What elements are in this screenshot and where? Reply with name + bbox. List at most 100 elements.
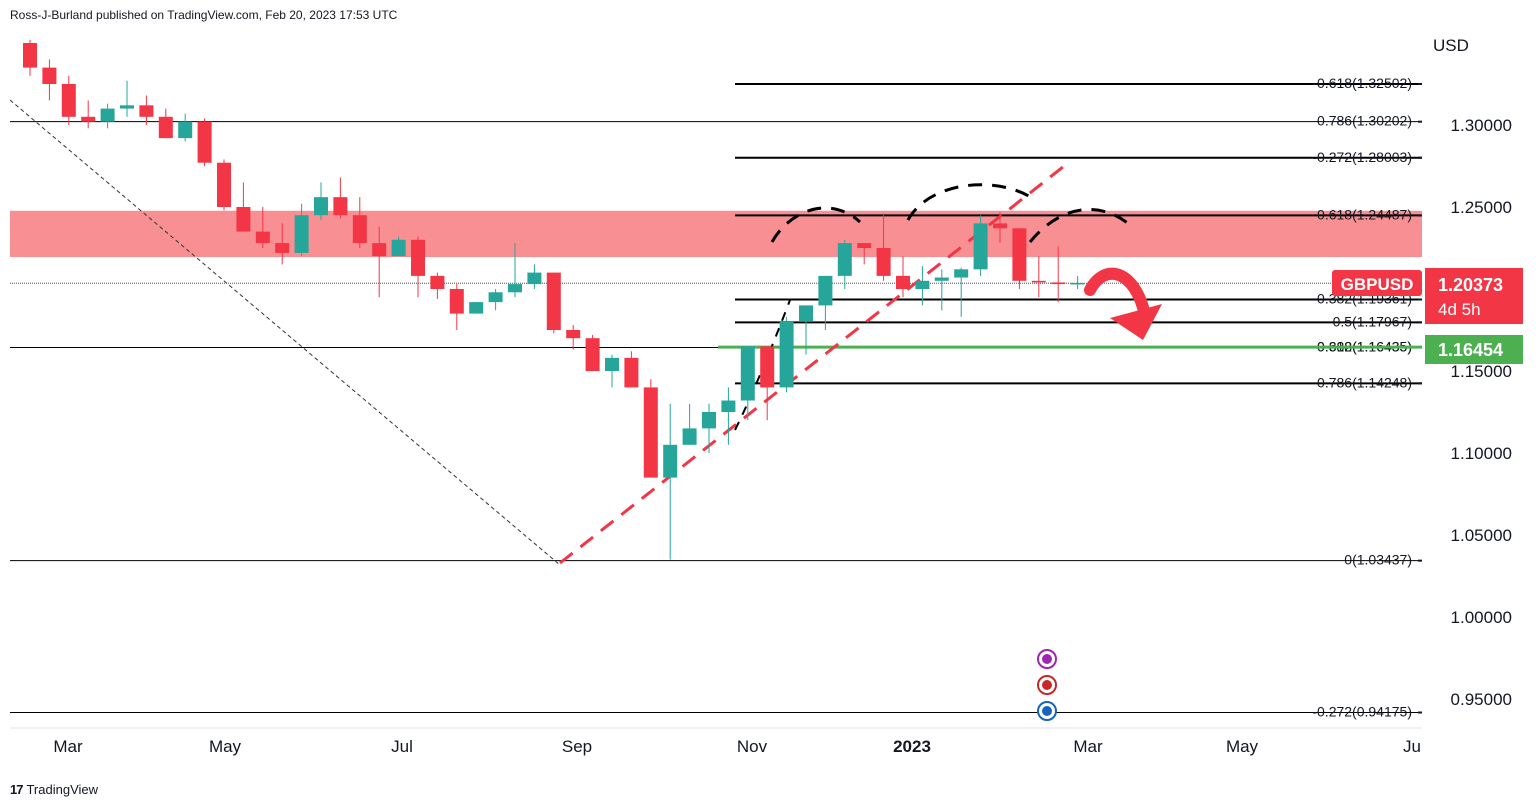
candle-body	[42, 67, 57, 84]
candle-body	[333, 197, 348, 216]
candle-body	[682, 428, 697, 445]
lightning-icon	[1037, 649, 1057, 669]
fib-tick	[1418, 559, 1422, 562]
price-tick-label: 0.95000	[1451, 690, 1512, 709]
fib-tick	[1418, 298, 1422, 301]
price-tick-label: 1.10000	[1451, 444, 1512, 463]
candle-body	[934, 277, 949, 281]
fib-label: 0.786(1.14248)	[1317, 374, 1412, 390]
right-shoulder-curve	[1028, 208, 1131, 243]
price-tick-label: 1.05000	[1451, 526, 1512, 545]
candle-body	[779, 321, 794, 388]
ascending-trendline	[559, 161, 1069, 565]
candle-body	[643, 387, 658, 478]
candle-body	[857, 243, 872, 248]
fib-tick	[1418, 214, 1422, 217]
candle-body	[469, 302, 484, 314]
fib-label: -0.618(1.32502)	[1312, 75, 1412, 91]
candle-body	[915, 280, 930, 289]
fib-tick	[1418, 711, 1422, 714]
uk-flag-icon	[1037, 675, 1057, 695]
trendline-layer	[9, 99, 1162, 566]
candle-body	[1051, 282, 1066, 285]
time-axis: Mar May Jul Sep Nov 2023 Mar May Ju	[10, 727, 1422, 756]
candle-body	[585, 338, 600, 371]
price-tick-label: 1.25000	[1451, 198, 1512, 217]
fib-label: 0.618(1.24487)	[1317, 206, 1412, 222]
fibonacci-layer: -0.618(1.32502) 0.786(1.30202) -0.272(1.28…	[10, 75, 1422, 720]
candle-body	[23, 43, 37, 68]
time-tick-label: Mar	[1073, 737, 1103, 756]
candle-body	[721, 400, 736, 412]
pattern-neck-left	[734, 299, 791, 431]
candle-body	[139, 105, 154, 117]
left-shoulder-curve	[770, 206, 862, 243]
candle-body	[430, 275, 445, 289]
price-axis: 1.30000 1.25000 1.15000 1.10000 1.05000 1.000…	[1451, 116, 1512, 709]
resistance-zone	[10, 210, 1422, 258]
bearish-arrow-head	[1110, 304, 1162, 340]
event-icons	[1037, 649, 1057, 721]
resistance-zone-layer	[10, 210, 1422, 258]
fib-tick	[1418, 82, 1422, 85]
candle-body	[624, 357, 639, 388]
symbol-badge-label: GBPUSD	[1341, 275, 1414, 294]
candle-body	[120, 105, 134, 109]
candle-body	[818, 275, 833, 306]
candle-body	[1012, 228, 1027, 281]
candles-layer	[23, 39, 1085, 560]
symbol-badge	[1332, 270, 1422, 296]
candle-body	[294, 215, 309, 253]
candle-body	[197, 121, 212, 163]
candle-body	[1031, 280, 1046, 283]
candle-body	[663, 444, 678, 478]
price-tick-label: 1.00000	[1451, 608, 1512, 627]
price-badges: GBPUSD 1.20373 4d 5h 1.16454	[1332, 268, 1523, 364]
candle-body	[954, 269, 969, 278]
time-tick-label: Nov	[737, 737, 768, 756]
candle-body	[352, 215, 367, 244]
candle-body	[411, 239, 425, 276]
green-level-value: 1.16454	[1438, 340, 1503, 360]
candle-body	[61, 84, 76, 117]
last-price-value: 1.20373	[1438, 275, 1503, 295]
descending-trendline	[9, 99, 561, 566]
fib-label: -0.272(1.28003)	[1312, 149, 1412, 165]
tradingview-mark-icon: 17	[10, 782, 24, 797]
candle-body	[546, 272, 561, 330]
fib-label: 0.786(1.30202)	[1317, 113, 1412, 129]
candle-body	[760, 346, 775, 388]
candle-body	[702, 412, 716, 429]
candle-body	[508, 284, 522, 293]
candle-body	[314, 197, 328, 216]
bearish-arrow-curve	[1084, 267, 1151, 321]
candle-body	[799, 305, 813, 322]
tradingview-brand: TradingView	[26, 782, 99, 797]
green-level-badge	[1425, 335, 1523, 364]
candle-body	[876, 248, 891, 276]
candle-body	[993, 223, 1007, 229]
currency-label: USD	[1433, 36, 1469, 55]
fib-label: 0.5(1.17967)	[1333, 313, 1412, 329]
fib-tick	[1418, 156, 1422, 159]
fib-tick	[1418, 321, 1422, 324]
candle-body	[527, 272, 542, 285]
fib-label: 0(1.03437)	[1344, 552, 1412, 568]
candle-body	[391, 239, 406, 257]
time-tick-label: Mar	[53, 737, 83, 756]
time-tick-label: May	[1226, 737, 1259, 756]
tradingview-logo[interactable]: 17 TradingView	[10, 782, 98, 797]
candle-body	[255, 231, 270, 244]
candle-body	[217, 162, 231, 207]
fib-tick	[1418, 120, 1422, 123]
candle-body	[973, 223, 988, 270]
time-tick-label: Ju	[1403, 737, 1421, 756]
candle-body	[605, 357, 619, 371]
head-curve	[906, 183, 1036, 221]
candle-body	[81, 116, 96, 122]
candle-body	[236, 207, 251, 232]
candle-body	[275, 243, 290, 253]
time-tick-label: May	[209, 737, 242, 756]
candle-body	[372, 243, 387, 257]
